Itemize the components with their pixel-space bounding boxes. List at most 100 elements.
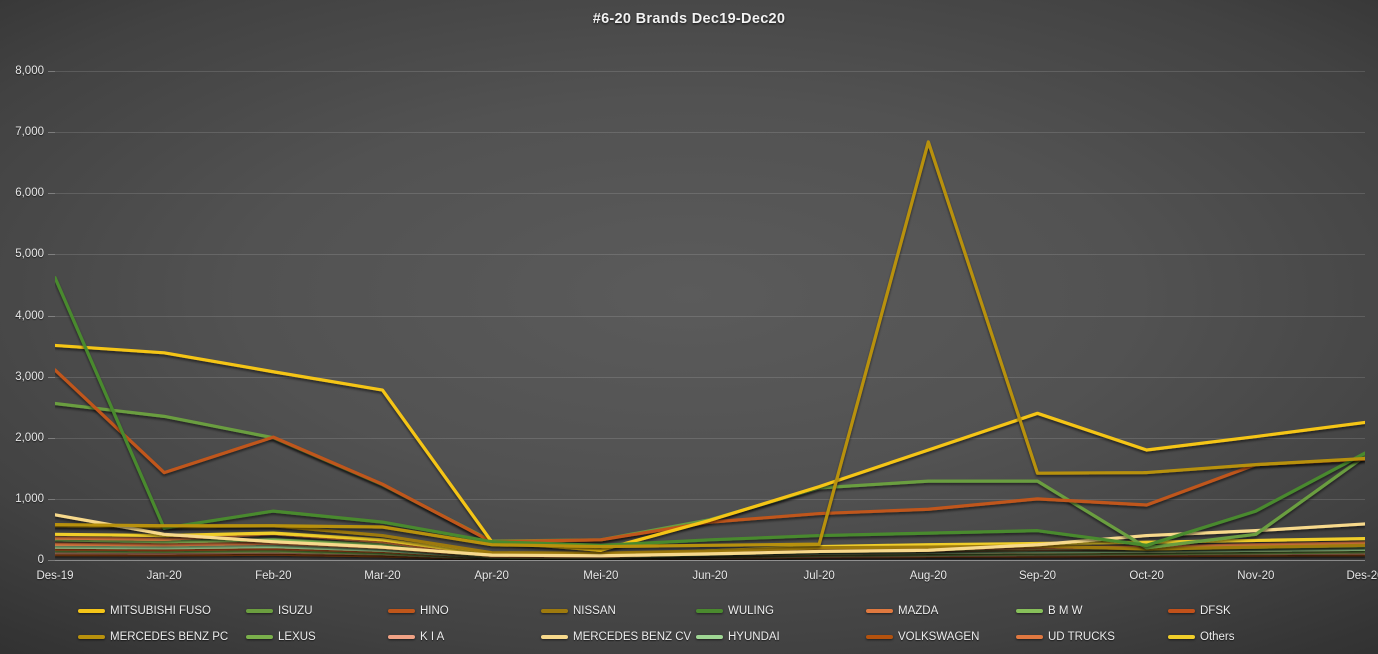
legend-item-label: HINO [420, 605, 449, 617]
chart-title: #6-20 Brands Dec19-Dec20 [592, 11, 786, 27]
legend-item[interactable]: HINO [388, 598, 449, 624]
x-axis-label: Des-19 [36, 570, 74, 582]
x-axis-labels: Des-19 Jan-20 Feb-20 Mar-20 Apr-20 Mei-20 Jun-… [36, 566, 1378, 588]
legend-swatch-icon [1168, 635, 1195, 639]
legend-swatch-icon [541, 635, 568, 639]
gridline [55, 132, 1365, 134]
legend-item-label: DFSK [1200, 605, 1231, 617]
legend-item-label: MERCEDES BENZ PC [110, 631, 229, 643]
legend-swatch-icon [1016, 635, 1043, 639]
y-axis-tick [48, 193, 55, 195]
legend-item[interactable]: B M W [1016, 598, 1083, 624]
legend-swatch-icon [541, 609, 568, 613]
legend-swatch-icon [388, 609, 415, 613]
legend-swatch-icon [866, 609, 893, 613]
legend-item-label: MERCEDES BENZ CV [573, 631, 692, 643]
y-axis-tick [48, 560, 55, 561]
x-axis-line [55, 560, 1365, 561]
legend-item[interactable]: MERCEDES BENZ CV [541, 624, 691, 650]
series-line [55, 140, 1365, 549]
legend-row-1: MITSUBISHI FUSO ISUZU HINO NISSAN WULING MAZD… [78, 598, 1368, 624]
y-axis-tick [48, 437, 55, 439]
gridline [55, 193, 1365, 195]
legend-swatch-icon [246, 635, 273, 639]
legend-item-label: ISUZU [278, 605, 313, 617]
legend-item-label: UD TRUCKS [1048, 631, 1115, 643]
y-axis-tick [48, 254, 55, 256]
legend-item[interactable]: Others [1168, 624, 1235, 650]
x-axis-label: Aug-20 [909, 570, 947, 582]
legend-swatch-icon [388, 635, 415, 639]
y-axis-tick [48, 376, 55, 378]
x-axis-label: Des-20 [1346, 570, 1378, 582]
legend-item-label: K I A [420, 631, 445, 643]
y-axis-tick [48, 498, 55, 500]
legend-swatch-icon [78, 609, 105, 613]
legend-item[interactable]: MITSUBISHI FUSO [78, 598, 211, 624]
plot-area [48, 71, 1365, 561]
legend-item[interactable]: LEXUS [246, 624, 316, 650]
x-axis-label: Oct-20 [1129, 570, 1164, 582]
x-axis-label: Jan-20 [146, 570, 182, 582]
legend-item-label: NISSAN [573, 605, 616, 617]
y-axis-label: 5,000 [15, 248, 44, 261]
y-axis-label: 0 [37, 554, 44, 566]
series-line [55, 276, 1365, 547]
gridline [55, 71, 1365, 72]
legend-item[interactable]: VOLKSWAGEN [866, 624, 979, 650]
legend-swatch-icon [696, 635, 723, 639]
legend-item-label: MITSUBISHI FUSO [110, 605, 211, 617]
gridline [55, 315, 1365, 317]
series-line [55, 343, 1365, 552]
y-axis-label: 7,000 [15, 126, 44, 139]
legend-item-label: B M W [1048, 605, 1083, 617]
legend-item[interactable]: UD TRUCKS [1016, 624, 1115, 650]
y-axis-label: 2,000 [15, 431, 44, 444]
legend-swatch-icon [78, 635, 105, 639]
legend-swatch-icon [246, 609, 273, 613]
legend-item-label: Others [1200, 631, 1235, 643]
x-axis-label: Feb-20 [255, 570, 292, 582]
series-lines [55, 140, 1365, 560]
y-axis-tick [48, 315, 55, 317]
y-axis-label: 3,000 [15, 370, 44, 383]
x-axis-label: Jun-20 [692, 570, 728, 582]
legend-swatch-icon [1016, 609, 1043, 613]
y-axis-label: 4,000 [15, 309, 44, 322]
legend-item[interactable]: MAZDA [866, 598, 938, 624]
legend-item-label: WULING [728, 605, 774, 617]
legend-item[interactable]: MERCEDES BENZ PC [78, 624, 228, 650]
x-axis-label: Nov-20 [1237, 570, 1275, 582]
series-line [55, 368, 1365, 544]
gridline [55, 376, 1365, 378]
x-axis-label: Jul-20 [803, 570, 835, 582]
x-axis-label: Sep-20 [1018, 570, 1057, 582]
x-axis-label: Mar-20 [364, 570, 401, 582]
legend-item[interactable]: WULING [696, 598, 774, 624]
legend-swatch-icon [866, 635, 893, 639]
gridline [55, 560, 1365, 561]
gridline [55, 498, 1365, 500]
legend-row-2: MERCEDES BENZ PC LEXUS K I A MERCEDES BENZ … [78, 624, 1368, 650]
y-axis-tick [48, 71, 55, 72]
legend-item[interactable]: HYUNDAI [696, 624, 780, 650]
y-axis-label: 8,000 [15, 65, 44, 77]
chart-legend: MITSUBISHI FUSO ISUZU HINO NISSAN WULING MAZD… [78, 598, 1368, 650]
legend-item[interactable]: K I A [388, 624, 444, 650]
legend-item-label: LEXUS [278, 631, 316, 643]
legend-item-label: VOLKSWAGEN [898, 631, 980, 643]
gridline [55, 254, 1365, 256]
legend-item-label: HYUNDAI [728, 631, 780, 643]
legend-item[interactable]: NISSAN [541, 598, 616, 624]
legend-swatch-icon [1168, 609, 1195, 613]
series-line [55, 513, 1365, 558]
y-axis-label: 6,000 [15, 187, 44, 200]
gridline [55, 437, 1365, 439]
legend-item[interactable]: DFSK [1168, 598, 1231, 624]
legend-swatch-icon [696, 609, 723, 613]
legend-item[interactable]: ISUZU [246, 598, 313, 624]
x-axis-label: Apr-20 [474, 570, 509, 582]
y-axis-tick [48, 132, 55, 134]
x-axis-label: Mei-20 [583, 570, 619, 582]
